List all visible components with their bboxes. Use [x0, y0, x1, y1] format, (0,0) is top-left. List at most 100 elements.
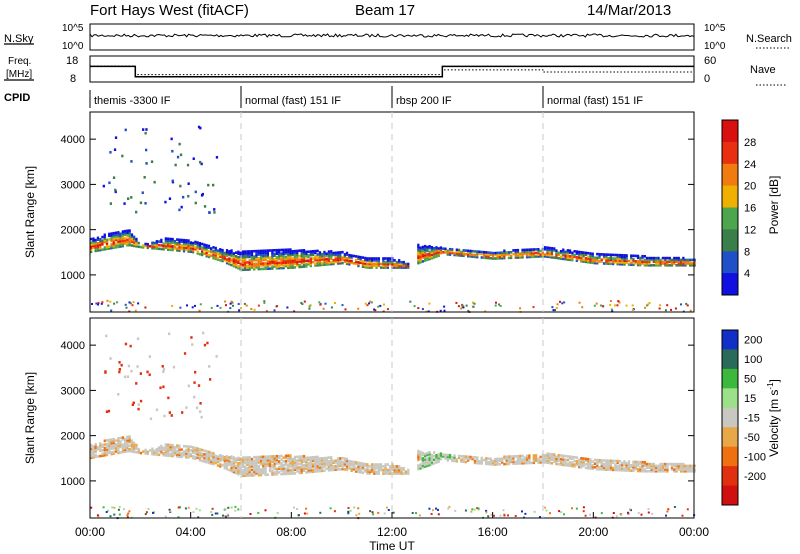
range-cell [273, 261, 276, 265]
range-cell [516, 456, 520, 460]
range-cell [379, 266, 383, 269]
range-cell [239, 470, 242, 473]
range-cell [259, 461, 263, 464]
range-cell [96, 446, 100, 449]
range-cell [300, 464, 303, 467]
range-cell [225, 458, 229, 462]
range-cell [271, 256, 274, 259]
range-cell [180, 244, 183, 247]
range-cell [212, 453, 215, 457]
range-cell [103, 239, 106, 242]
range-cell [664, 256, 667, 260]
range-cell [424, 463, 427, 467]
range-cell [384, 468, 387, 472]
range-cell [248, 268, 251, 271]
range-cell [124, 242, 127, 246]
range-cell [353, 506, 356, 509]
range-cell [237, 456, 240, 460]
range-cell [94, 242, 97, 245]
range-cell [262, 455, 265, 459]
range-cell [419, 456, 422, 459]
range-cell [636, 460, 640, 464]
range-cell [173, 245, 177, 248]
range-cell [99, 445, 102, 449]
range-cell [259, 256, 263, 260]
range-cell [559, 454, 563, 457]
colorbar-segment [722, 120, 738, 143]
range-cell [210, 254, 213, 258]
range-cell [162, 247, 165, 251]
range-cell [473, 456, 477, 459]
range-cell [182, 452, 186, 455]
range-cell [309, 259, 312, 262]
range-cell [650, 466, 653, 469]
range-cell [373, 262, 376, 266]
range-cell [302, 469, 306, 472]
range-cell [382, 472, 385, 475]
range-cell [419, 467, 422, 470]
range-cell [539, 459, 542, 462]
frequency-line [90, 65, 694, 78]
range-cell [627, 263, 631, 266]
range-cell [686, 262, 689, 265]
range-cell [323, 259, 326, 263]
range-cell [99, 444, 102, 447]
range-cell [293, 260, 297, 264]
range-cell [476, 250, 479, 253]
colorbar-segment [722, 427, 738, 448]
range-cell [112, 241, 115, 244]
range-cell [693, 262, 696, 265]
range-cell [384, 260, 387, 264]
range-cell [257, 472, 260, 475]
range-cell [564, 257, 567, 261]
range-cell [133, 241, 136, 244]
range-cell [96, 243, 100, 247]
range-cell [493, 514, 495, 517]
range-cell [196, 241, 199, 244]
range-cell [177, 506, 180, 509]
range-cell [309, 456, 312, 459]
range-cell [92, 450, 95, 454]
range-cell [210, 458, 213, 462]
range-cell [180, 238, 183, 242]
range-cell [257, 457, 260, 461]
range-cell [213, 208, 216, 211]
range-cell [284, 467, 288, 470]
range-cell [137, 451, 140, 454]
range-cell [601, 305, 604, 308]
range-cell [325, 261, 328, 264]
range-cell [121, 450, 124, 454]
range-cell [296, 258, 299, 262]
range-cell [544, 457, 547, 461]
range-cell [238, 309, 241, 312]
range-cell [291, 266, 294, 269]
range-cell [582, 457, 585, 460]
range-cell [296, 455, 299, 459]
range-cell [148, 355, 151, 358]
range-cell [225, 456, 229, 460]
range-cell [349, 509, 352, 512]
range-cell [426, 453, 429, 457]
range-cell [437, 453, 440, 456]
range-cell [544, 506, 546, 509]
range-cell [383, 512, 386, 515]
range-cell [655, 464, 658, 468]
range-cell [318, 263, 322, 267]
range-cell [187, 384, 190, 388]
cpid-mode-label: rbsp 200 IF [396, 95, 452, 107]
range-cell [185, 448, 188, 452]
range-cell [485, 251, 488, 254]
range-cell [578, 254, 581, 257]
range-cell [541, 251, 544, 254]
range-cell [230, 253, 233, 256]
range-cell [571, 253, 574, 256]
range-cell [334, 302, 336, 304]
range-cell [325, 463, 328, 467]
range-cell [235, 466, 238, 469]
range-cell [682, 464, 685, 468]
range-cell [179, 506, 182, 509]
range-cell [327, 254, 331, 257]
range-cell [266, 254, 269, 258]
range-cell [230, 460, 233, 464]
range-cell [494, 253, 497, 257]
